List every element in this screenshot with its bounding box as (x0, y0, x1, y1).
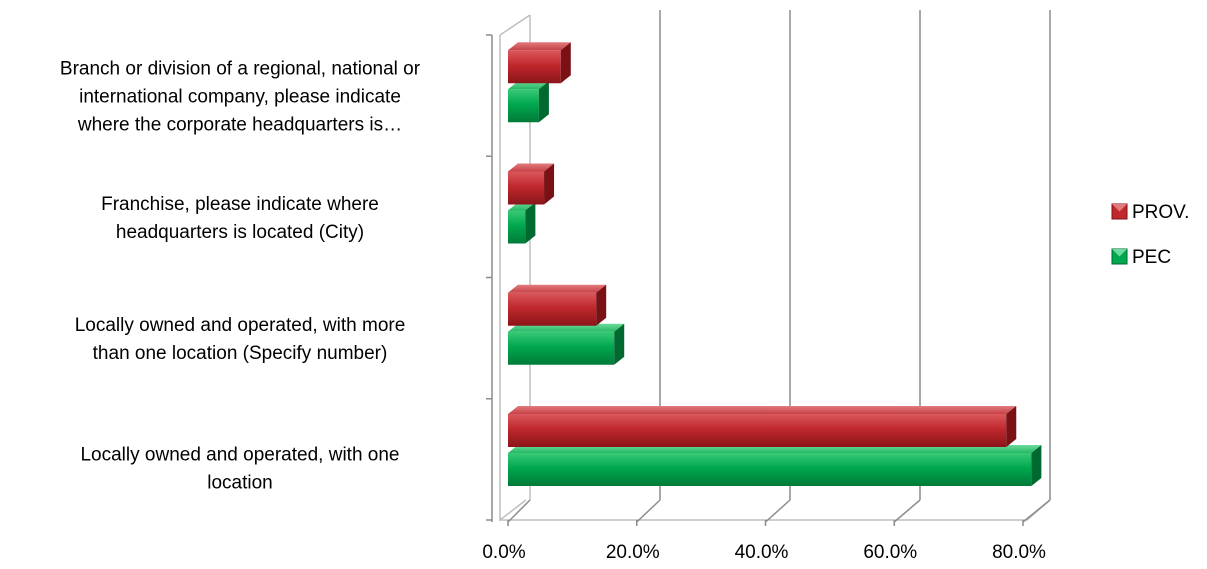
legend-label: PROV. (1132, 202, 1189, 223)
x-tick-label-4: 80.0% (992, 542, 1046, 563)
bar-pec-3 (508, 81, 549, 123)
legend: PROV. PEC (1111, 202, 1189, 268)
floor-gridline-0 (507, 499, 531, 523)
bar-pec-1-front (508, 331, 615, 365)
floor-gridline-3 (893, 499, 921, 523)
bar-prov-3 (508, 42, 571, 84)
bar-prov-2-side (544, 163, 555, 205)
bar-pec-3-front (508, 89, 539, 123)
bar-prov-2 (508, 163, 555, 205)
bar-pec-2-side (525, 202, 536, 244)
category-label-line: where the corporate headquarters is… (77, 115, 402, 136)
bar-pec-1-side (614, 323, 625, 365)
category-label-line: international company, please indicate (79, 87, 401, 108)
bar-prov-2-top (508, 163, 555, 172)
x-tick-label-2: 40.0% (735, 542, 789, 563)
legend-item-pec: PEC (1111, 247, 1171, 268)
x-tick-label-0: 0.0% (482, 542, 525, 563)
category-label-2: Franchise, please indicate where headquar… (101, 194, 379, 243)
category-label-0: Locally owned and operated, with one loca… (80, 444, 399, 493)
left-wall (499, 14, 531, 522)
bar-prov-1-front (508, 292, 597, 326)
bar-pec-2-front (508, 210, 526, 244)
bar-prov-1-top (508, 284, 607, 293)
bar-prov-0-side (1006, 406, 1017, 447)
bar-pec-1 (508, 323, 625, 365)
bar-pec-2 (508, 202, 536, 244)
category-label-line: headquarters is located (City) (116, 222, 364, 243)
floor-gridline-2 (764, 499, 791, 523)
legend-swatch-highlight (1112, 204, 1127, 212)
bar-prov-3-top (508, 42, 571, 51)
category-label-line: location (207, 472, 273, 493)
bar-prov-0-top (508, 406, 1017, 414)
floor-gridline-1 (636, 499, 661, 523)
bar-prov-3-front (508, 50, 561, 84)
floor-edge (500, 499, 1051, 521)
bar-prov-2-front (508, 171, 545, 205)
category-label-line: Locally owned and operated, with more (75, 315, 406, 336)
bar-prov-0 (508, 406, 1017, 447)
x-tick-label-3: 60.0% (863, 542, 917, 563)
category-label-3: Branch or division of a regional, nation… (60, 59, 421, 136)
category-label-line: Franchise, please indicate where (101, 194, 379, 215)
bars (508, 42, 1042, 486)
bar-pec-0 (508, 445, 1042, 486)
bar-pec-3-side (538, 81, 549, 123)
bar-prov-0-front (508, 414, 1007, 447)
bar-prov-1-side (596, 284, 607, 326)
bar-pec-0-front (508, 453, 1032, 486)
category-label-1: Locally owned and operated, with more tha… (75, 315, 406, 364)
x-tick-label-1: 20.0% (606, 542, 660, 563)
bar-prov-1 (508, 284, 607, 326)
category-label-line: than one location (Specify number) (93, 343, 388, 364)
bar-pec-0-side (1031, 445, 1042, 486)
bar-prov-3-side (560, 42, 571, 84)
legend-swatch-highlight (1112, 249, 1127, 257)
category-label-line: Locally owned and operated, with one (80, 444, 399, 465)
floor-gridline-4 (1022, 499, 1051, 523)
legend-item-prov: PROV. (1111, 202, 1189, 223)
category-label-line: Branch or division of a regional, nation… (60, 59, 421, 80)
labels: Locally owned and operated, with one loca… (60, 59, 1046, 563)
legend-label: PEC (1132, 247, 1171, 268)
